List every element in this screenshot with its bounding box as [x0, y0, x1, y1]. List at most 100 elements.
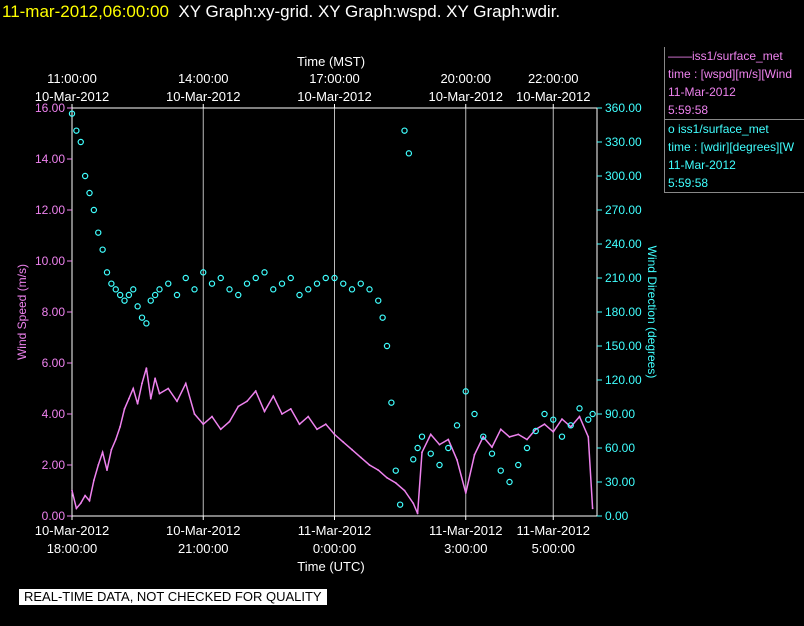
- series-0-point-56: [464, 492, 467, 494]
- series-0-point-58: [482, 436, 485, 438]
- series-0-point-8: [106, 469, 108, 471]
- series-1-point-61: [471, 410, 478, 418]
- legend-wdir[interactable]: o iss1/surface_met time : [wdir][degrees…: [664, 120, 804, 193]
- series-0-point-23: [184, 382, 187, 385]
- series-1-point-38: [313, 280, 321, 287]
- series-0-point-45: [377, 469, 380, 471]
- right-tick-label-5: 150.00: [605, 339, 642, 353]
- series-0-point-65: [543, 423, 546, 426]
- right-axis-title: Wind Direction (degrees): [645, 246, 659, 379]
- series-1-point-9: [108, 280, 115, 287]
- series-0-point-69: [578, 415, 581, 418]
- left-tick-label-4: 8.00: [42, 305, 66, 319]
- series-0-point-30: [246, 400, 248, 403]
- series-1-point-6: [95, 229, 102, 236]
- series-1-point-18: [147, 297, 154, 304]
- bottom-tick-date-3: 11-Mar-2012: [429, 523, 502, 538]
- series-0-point-41: [342, 441, 345, 443]
- series-0-point-34: [281, 413, 283, 415]
- series-1-point-56: [427, 450, 434, 457]
- series-1-point-16: [138, 314, 146, 321]
- series-1-point-50: [396, 501, 404, 508]
- series-0-point-9: [110, 448, 113, 451]
- series-1-point-71: [558, 433, 566, 440]
- legend-wdir-circle-marker: o: [668, 122, 679, 136]
- series-0-point-38: [316, 428, 318, 431]
- left-tick-label-7: 14.00: [35, 152, 65, 166]
- series-0-point-54: [447, 438, 450, 441]
- series-1-point-17: [143, 320, 150, 327]
- series-0-point-27: [219, 428, 222, 431]
- series-1-point-72: [567, 422, 574, 429]
- series-0-point-29: [237, 405, 240, 408]
- series-1-point-32: [261, 269, 268, 276]
- series-1-point-30: [243, 280, 251, 287]
- series-1-point-44: [366, 286, 373, 293]
- series-1-point-41: [340, 280, 347, 287]
- series-0-point-17: [145, 367, 148, 369]
- top-tick-time-2: 17:00:00: [309, 71, 360, 86]
- title-graph-list: XY Graph:xy-grid. XY Graph:wspd. XY Grap…: [178, 2, 561, 21]
- series-0-point-36: [298, 423, 301, 426]
- bottom-tick-time-0: 18:00:00: [47, 541, 98, 556]
- series-1-point-8: [103, 269, 111, 276]
- series-1-point-2: [77, 138, 84, 146]
- right-tick-label-10: 300.00: [605, 169, 642, 183]
- series-0-point-3: [84, 494, 87, 497]
- series-1-point-60: [462, 388, 469, 395]
- series-0-point-48: [403, 489, 406, 492]
- bottom-tick-time-2: 0:00:00: [313, 541, 356, 556]
- series-0-point-11: [119, 425, 122, 428]
- series-1-point-37: [305, 286, 312, 293]
- series-1-point-45: [375, 297, 382, 304]
- series-0-point-59: [491, 446, 493, 449]
- series-1-point-53: [410, 456, 417, 463]
- legend-wspd[interactable]: ——iss1/surface_met time : [wspd][m/s][Wi…: [664, 47, 804, 120]
- right-tick-label-4: 120.00: [605, 373, 642, 387]
- series-1-point-26: [208, 280, 216, 287]
- series-0-point-50: [416, 512, 419, 515]
- left-tick-label-1: 2.00: [42, 458, 66, 472]
- series-0-point-21: [167, 387, 170, 390]
- bottom-tick-time-3: 3:00:00: [444, 541, 487, 556]
- graph-title: 11-mar-2012,06:00:00 XY Graph:xy-grid. X…: [2, 2, 560, 22]
- series-1-point-57: [436, 461, 443, 469]
- series-1-point-63: [488, 450, 496, 457]
- series-0-point-12: [123, 408, 126, 410]
- series-1-point-47: [383, 342, 391, 350]
- series-1-point-48: [388, 399, 395, 406]
- series-1-point-59: [453, 422, 461, 429]
- series-1-point-66: [515, 461, 522, 469]
- series-0-point-22: [176, 400, 178, 403]
- bottom-tick-date-1: 10-Mar-2012: [166, 523, 240, 538]
- legend-wspd-time: 5:59:58: [668, 103, 709, 117]
- series-1-point-28: [226, 286, 233, 293]
- series-1-point-20: [156, 286, 163, 293]
- right-tick-label-12: 360.00: [605, 101, 642, 115]
- series-1-point-54: [414, 444, 421, 452]
- series-1-point-46: [379, 314, 386, 321]
- series-0-point-46: [386, 476, 388, 479]
- quality-notice: REAL-TIME DATA, NOT CHECKED FOR QUALITY: [19, 589, 327, 605]
- series-0-point-57: [473, 453, 476, 456]
- right-tick-label-8: 240.00: [605, 237, 642, 251]
- series-0-point-42: [351, 448, 353, 451]
- series-0-point-49: [412, 502, 415, 505]
- right-tick-label-3: 90.00: [605, 407, 635, 421]
- series-1-point-42: [348, 286, 356, 293]
- series-1-point-4: [86, 189, 93, 197]
- right-tick-label-0: 0.00: [605, 509, 629, 523]
- legend-wspd-desc: time : [wspd][m/s][Wind: [668, 67, 793, 81]
- series-0-point-66: [552, 430, 555, 433]
- bottom-tick-date-0: 10-Mar-2012: [35, 523, 109, 538]
- series-1-point-58: [445, 444, 452, 452]
- series-0-point-68: [569, 425, 572, 428]
- top-tick-date-3: 10-Mar-2012: [429, 89, 503, 104]
- series-1-point-15: [134, 303, 141, 310]
- series-0-point-2: [79, 502, 82, 505]
- series-1-point-11: [116, 291, 124, 299]
- series-1-point-12: [121, 297, 128, 304]
- top-tick-date-4: 10-Mar-2012: [516, 89, 590, 104]
- left-tick-label-8: 16.00: [35, 101, 65, 115]
- bottom-axis-title: Time (UTC): [297, 559, 364, 574]
